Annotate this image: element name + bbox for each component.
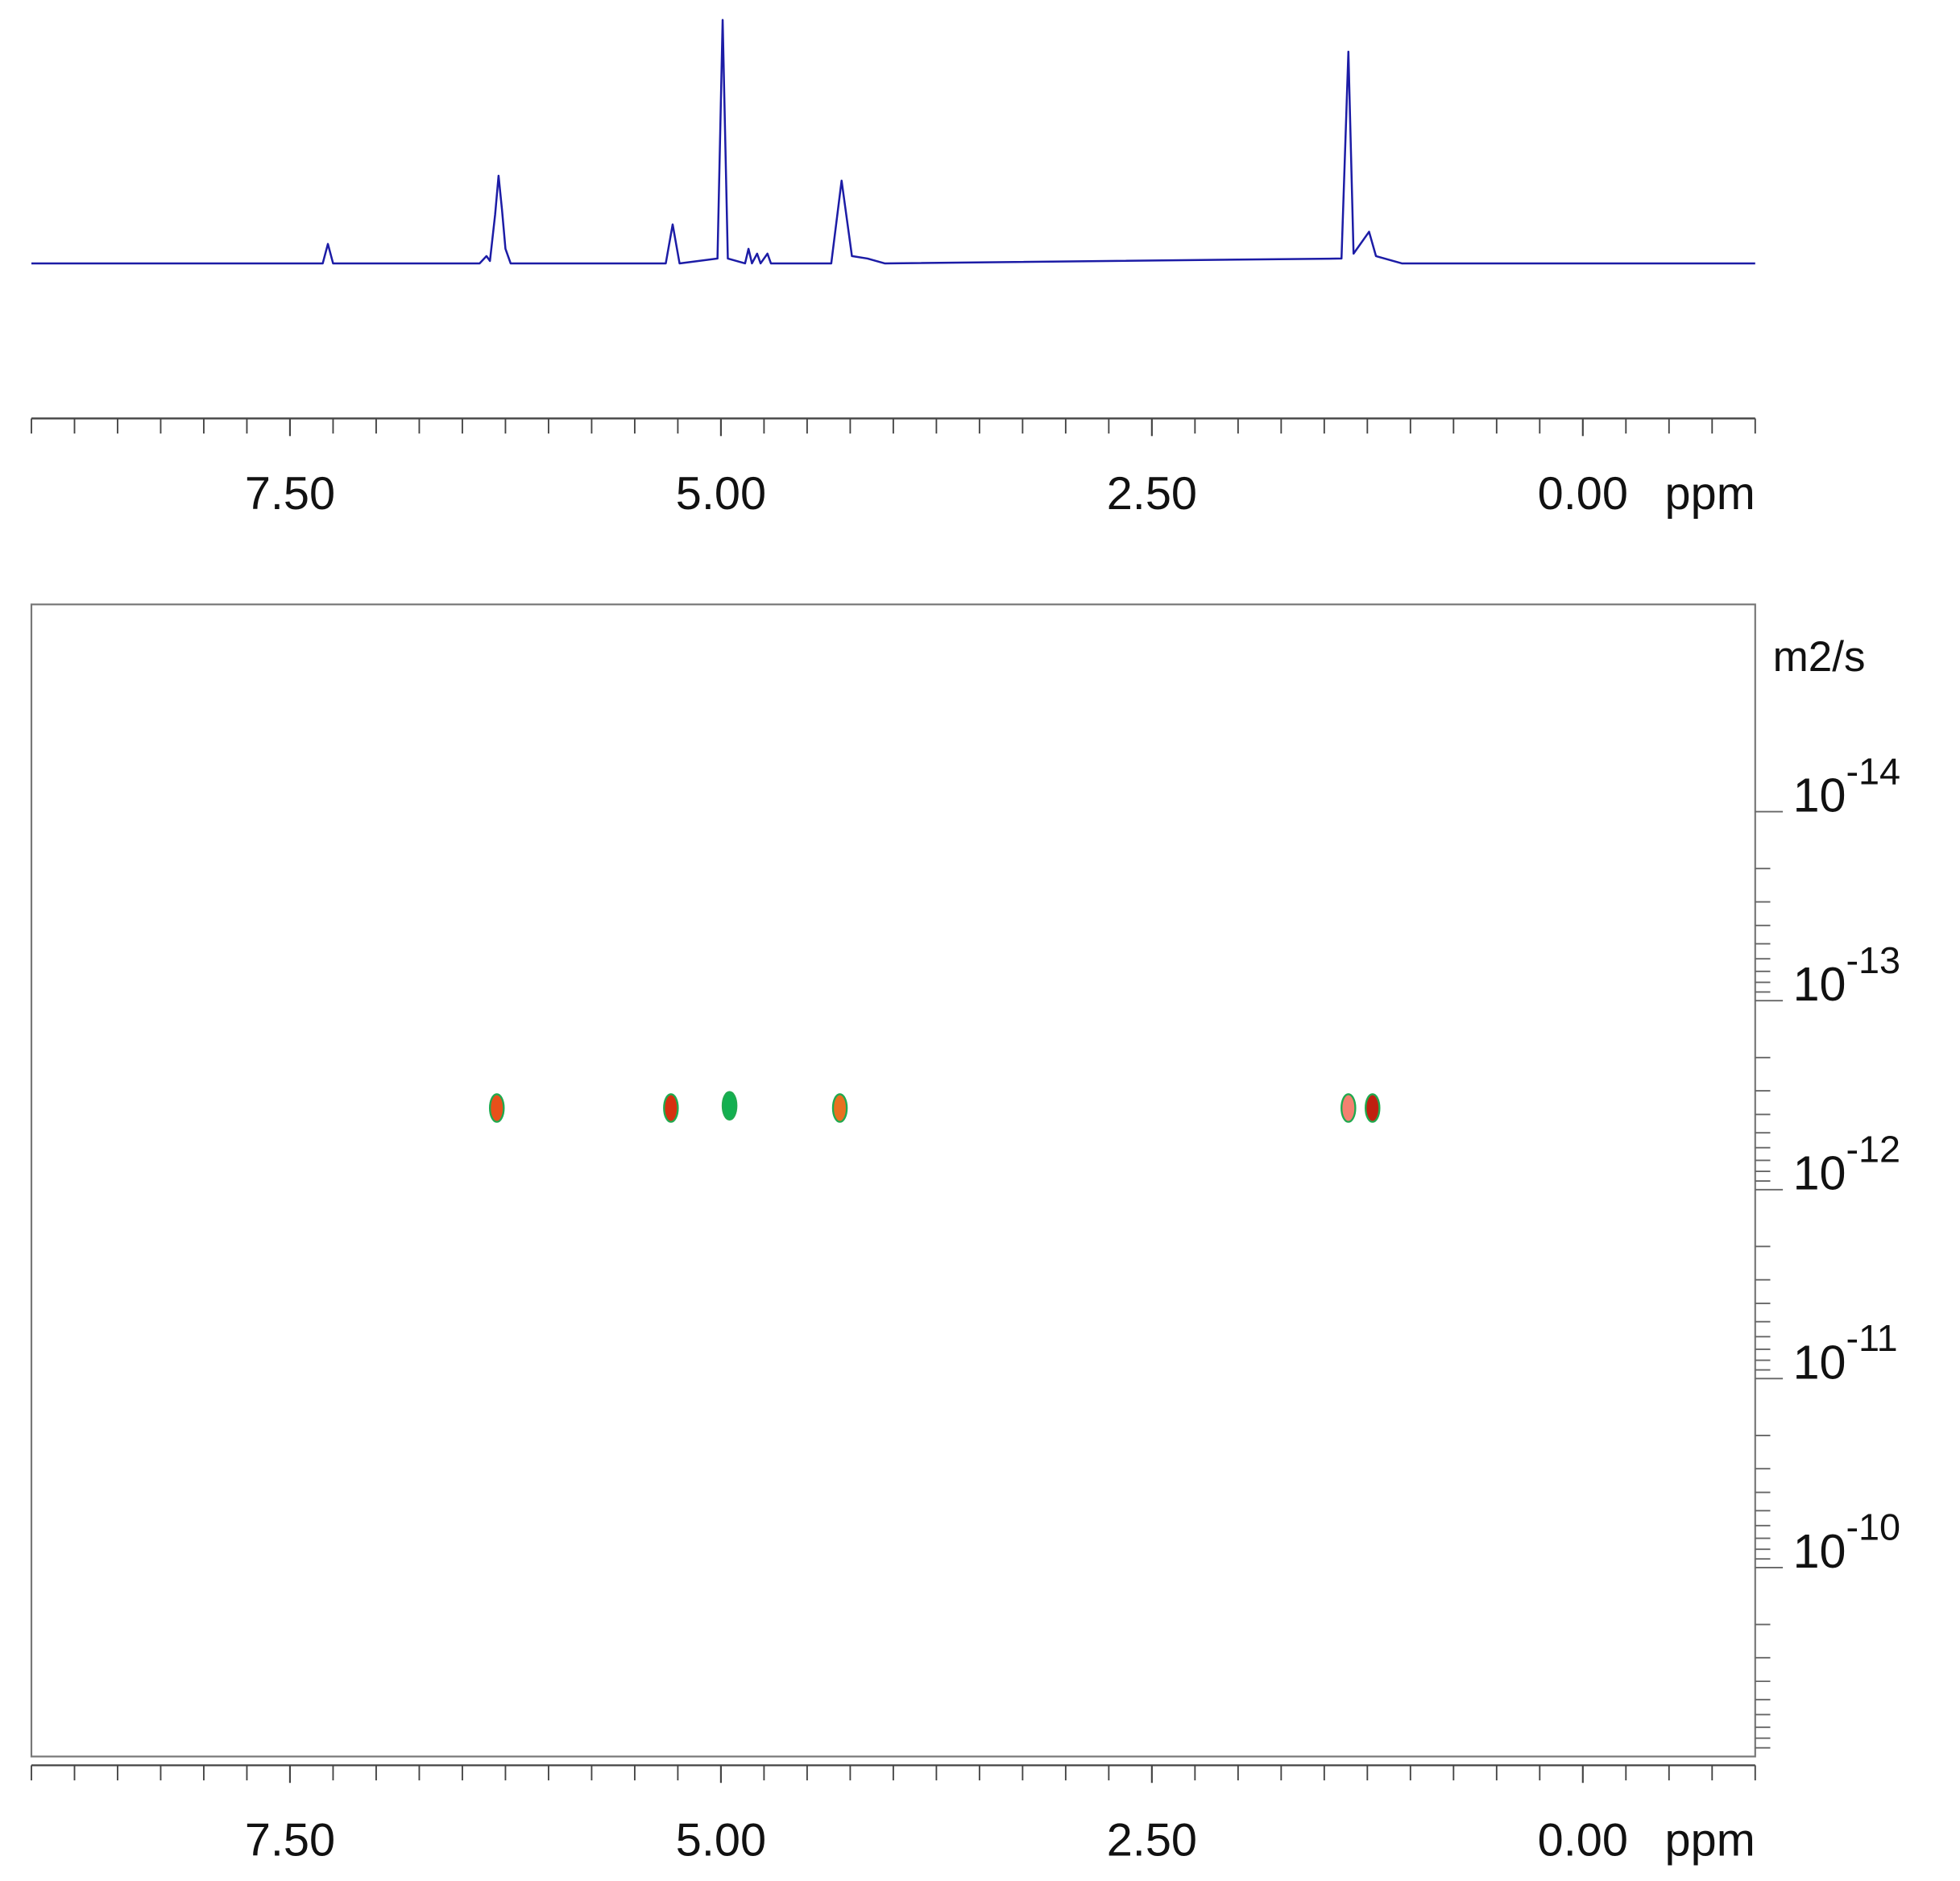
y-tick-base: 10: [1793, 1524, 1846, 1578]
x-tick-label: 7.50: [245, 468, 335, 520]
y-tick-label: 10-10: [1793, 1506, 1901, 1578]
y-tick-base: 10: [1793, 1335, 1846, 1389]
diffusion-peak: [1365, 1093, 1381, 1123]
y-tick-label: 10-12: [1793, 1128, 1901, 1199]
x-tick-label: 0.00: [1538, 1815, 1628, 1866]
y-tick-exponent: -11: [1846, 1317, 1897, 1359]
x-tick-label: 0.00: [1538, 468, 1628, 520]
diffusion-peak: [1341, 1093, 1357, 1123]
spectrum-line: [31, 19, 1755, 265]
x-axis-label: ppm: [1665, 1815, 1755, 1866]
y-tick-exponent: -13: [1846, 939, 1900, 981]
y-tick-label: 10-14: [1793, 750, 1901, 822]
x-axis-label: ppm: [1665, 468, 1755, 520]
y-tick-base: 10: [1793, 769, 1846, 822]
y-tick-exponent: -10: [1846, 1506, 1900, 1548]
x-tick-label: 5.00: [676, 468, 766, 520]
y-tick-base: 10: [1793, 1146, 1846, 1200]
x-tick-label: 2.50: [1107, 468, 1197, 520]
y-tick-label: 10-13: [1793, 939, 1901, 1011]
y-tick-base: 10: [1793, 957, 1846, 1011]
plot-frame: [30, 603, 1756, 1758]
x-tick-label: 2.50: [1107, 1815, 1197, 1866]
y-tick-label: 10-11: [1793, 1317, 1898, 1389]
y-tick-exponent: -14: [1846, 750, 1900, 792]
x-tick-label: 5.00: [676, 1815, 766, 1866]
diffusion-peak: [831, 1093, 848, 1123]
x-tick-label: 7.50: [245, 1815, 335, 1866]
diffusion-peak: [663, 1093, 679, 1123]
y-tick-exponent: -12: [1846, 1128, 1900, 1170]
diffusion-peak: [488, 1093, 505, 1123]
y-axis-label: m2/s: [1773, 633, 1866, 681]
diffusion-peak: [721, 1091, 738, 1121]
